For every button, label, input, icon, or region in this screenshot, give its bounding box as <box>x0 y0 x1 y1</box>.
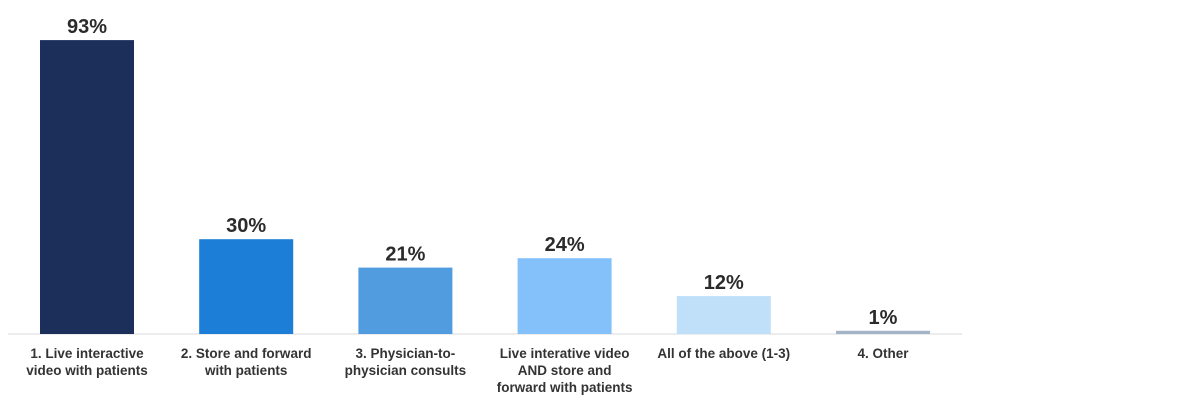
category-label-line: AND store and <box>518 363 612 378</box>
category-label-line: All of the above (1-3) <box>657 346 790 361</box>
category-label-line: with patients <box>204 363 288 378</box>
bar-1 <box>40 40 134 334</box>
bar-3 <box>358 267 453 334</box>
category-label-6: 4. Other <box>857 346 909 361</box>
bars-group <box>40 40 930 334</box>
category-label-line: 2. Store and forward <box>181 346 312 361</box>
value-label-1: 93% <box>67 16 107 38</box>
value-labels-group: 93% 30% 21% 24% 12% 1% <box>67 16 898 329</box>
category-label-3: 3. Physician-to-physician consults <box>345 346 467 378</box>
category-label-line: 4. Other <box>857 346 909 361</box>
category-labels-group: 1. Live interactive video with patients 2.… <box>26 346 909 395</box>
value-label-4: 24% <box>545 234 585 256</box>
category-label-5: All of the above (1-3) <box>657 346 790 361</box>
bar-2 <box>199 239 294 334</box>
value-label-6: 1% <box>869 307 898 329</box>
category-label-line: video with patients <box>26 363 148 378</box>
bar-6 <box>836 330 930 334</box>
category-label-line: forward with patients <box>497 380 633 395</box>
bar-4 <box>517 258 612 334</box>
category-label-2: 2. Store and forward with patients <box>181 346 312 378</box>
value-label-3: 21% <box>385 244 425 266</box>
category-label-line: Live interative video <box>500 346 630 361</box>
bar-5 <box>676 296 771 334</box>
category-label-line: 1. Live interactive <box>30 346 144 361</box>
category-label-4: Live interative video AND store and forwar… <box>497 346 633 395</box>
value-label-5: 12% <box>704 272 744 294</box>
category-label-line: physician consults <box>345 363 467 378</box>
category-label-line: 3. Physician-to- <box>356 346 456 361</box>
value-label-2: 30% <box>226 215 266 237</box>
category-label-1: 1. Live interactive video with patients <box>26 346 148 378</box>
